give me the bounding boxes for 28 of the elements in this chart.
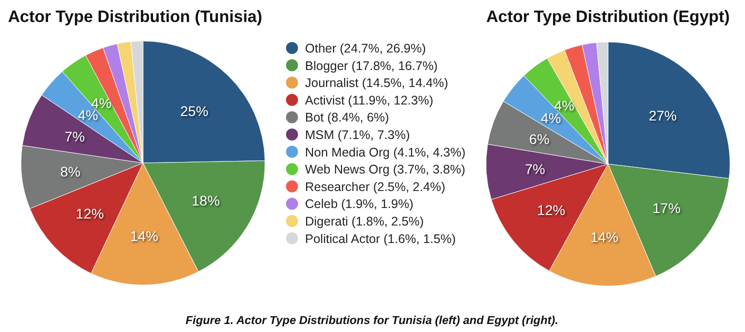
legend-label: Bot (8.4%, 6%): [305, 110, 390, 125]
legend-label: Journalist (14.5%, 14.4%): [305, 76, 448, 90]
data-label: 8%: [60, 164, 80, 180]
data-label: 18%: [192, 192, 220, 209]
data-label: 12%: [537, 202, 566, 218]
chart-title: Actor Type Distribution (Egypt): [486, 8, 730, 26]
data-label: 27%: [648, 107, 677, 124]
legend-label: Non Media Org (4.1%, 4.3%): [305, 145, 466, 160]
legend-label: MSM (7.1%, 7.3%): [305, 128, 410, 142]
legend-label: Digerati (1.8%, 2.5%): [305, 214, 424, 228]
data-label: 25%: [180, 102, 208, 119]
legend-label: Researcher (2.5%, 2.4%): [305, 180, 446, 194]
data-label: 14%: [130, 228, 158, 244]
legend-label: Web News Org (3.7%, 3.8%): [305, 162, 466, 177]
legend-label: Activist (11.9%, 12.3%): [305, 93, 434, 108]
data-label: 14%: [590, 229, 618, 246]
legend-label: Celeb (1.9%, 1.9%): [305, 197, 414, 212]
chart-title: Actor Type Distribution (Tunisia): [8, 8, 262, 26]
data-label: 17%: [652, 200, 681, 216]
data-label: 12%: [76, 205, 104, 222]
legend-label: Political Actor (1.6%, 1.5%): [305, 232, 456, 246]
caption: Figure 1. Actor Type Distributions for Tunisia (left) and Egypt (right).: [186, 315, 558, 327]
data-label: 7%: [64, 128, 85, 145]
legend-label: Blogger (17.8%, 16.7%): [305, 58, 438, 73]
legend-label: Other (24.7%, 26.9%): [305, 42, 426, 56]
data-label: 4%: [91, 94, 112, 111]
data-label: 7%: [524, 160, 546, 177]
data-label: 6%: [529, 130, 550, 147]
